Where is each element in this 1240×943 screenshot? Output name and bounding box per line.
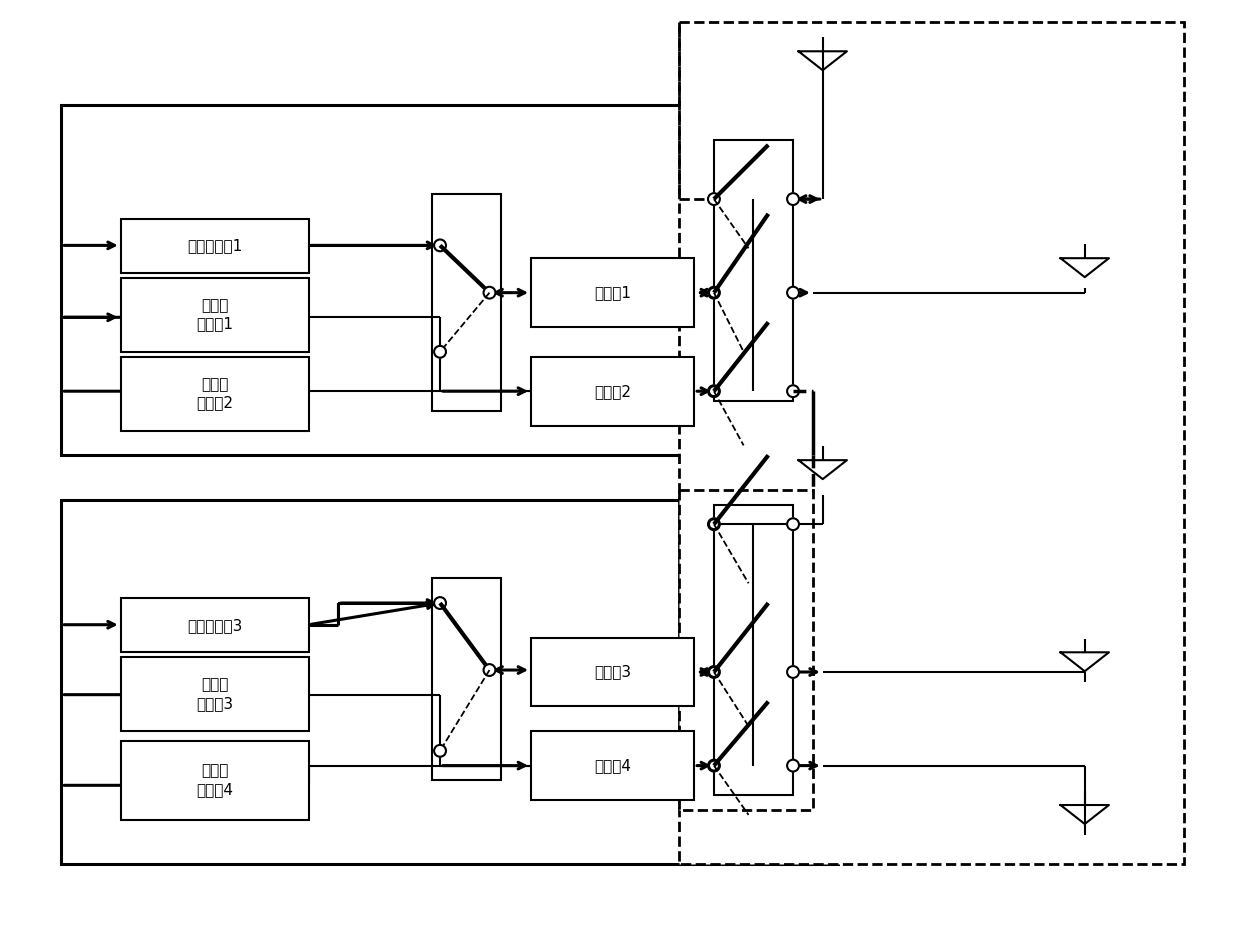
Circle shape xyxy=(787,386,799,397)
Circle shape xyxy=(787,760,799,771)
Circle shape xyxy=(708,666,720,678)
Bar xyxy=(432,578,501,781)
Text: 滤波器1: 滤波器1 xyxy=(594,285,631,300)
Text: 低噪声
放大器1: 低噪声 放大器1 xyxy=(196,298,233,332)
Bar xyxy=(120,598,309,653)
Circle shape xyxy=(434,745,446,756)
Text: 低噪声
放大器2: 低噪声 放大器2 xyxy=(196,377,233,410)
Bar xyxy=(714,505,794,795)
Text: 滤波器3: 滤波器3 xyxy=(594,665,631,680)
Bar xyxy=(120,356,309,431)
Bar xyxy=(531,637,694,706)
Bar xyxy=(120,741,309,819)
Circle shape xyxy=(709,667,719,677)
Bar xyxy=(531,731,694,800)
Bar xyxy=(531,356,694,425)
Bar xyxy=(432,194,501,411)
Circle shape xyxy=(434,346,446,357)
Circle shape xyxy=(787,193,799,205)
Circle shape xyxy=(709,761,719,770)
Circle shape xyxy=(708,193,720,205)
Circle shape xyxy=(787,519,799,530)
Bar xyxy=(120,219,309,273)
Text: 低噪声
放大器3: 低噪声 放大器3 xyxy=(196,677,233,711)
Circle shape xyxy=(434,597,446,609)
Bar xyxy=(531,258,694,327)
Circle shape xyxy=(484,664,496,676)
Circle shape xyxy=(484,287,496,299)
Text: 功率放大器3: 功率放大器3 xyxy=(187,618,242,633)
Circle shape xyxy=(708,287,720,299)
Bar xyxy=(120,657,309,731)
Bar xyxy=(680,22,1184,864)
Circle shape xyxy=(709,288,719,298)
Bar xyxy=(680,489,812,810)
Circle shape xyxy=(708,760,720,771)
Text: 滤波器2: 滤波器2 xyxy=(594,384,631,399)
Bar xyxy=(61,106,837,455)
Text: 功率放大器1: 功率放大器1 xyxy=(187,239,242,254)
Bar xyxy=(61,500,837,864)
Bar xyxy=(120,278,309,352)
Circle shape xyxy=(708,519,720,530)
Circle shape xyxy=(709,520,719,529)
Circle shape xyxy=(708,386,720,397)
Text: 低噪声
放大器4: 低噪声 放大器4 xyxy=(196,764,233,797)
Circle shape xyxy=(434,240,446,251)
Text: 滤波器4: 滤波器4 xyxy=(594,758,631,773)
Circle shape xyxy=(787,666,799,678)
Circle shape xyxy=(709,387,719,396)
Circle shape xyxy=(787,287,799,299)
Bar xyxy=(714,140,794,401)
